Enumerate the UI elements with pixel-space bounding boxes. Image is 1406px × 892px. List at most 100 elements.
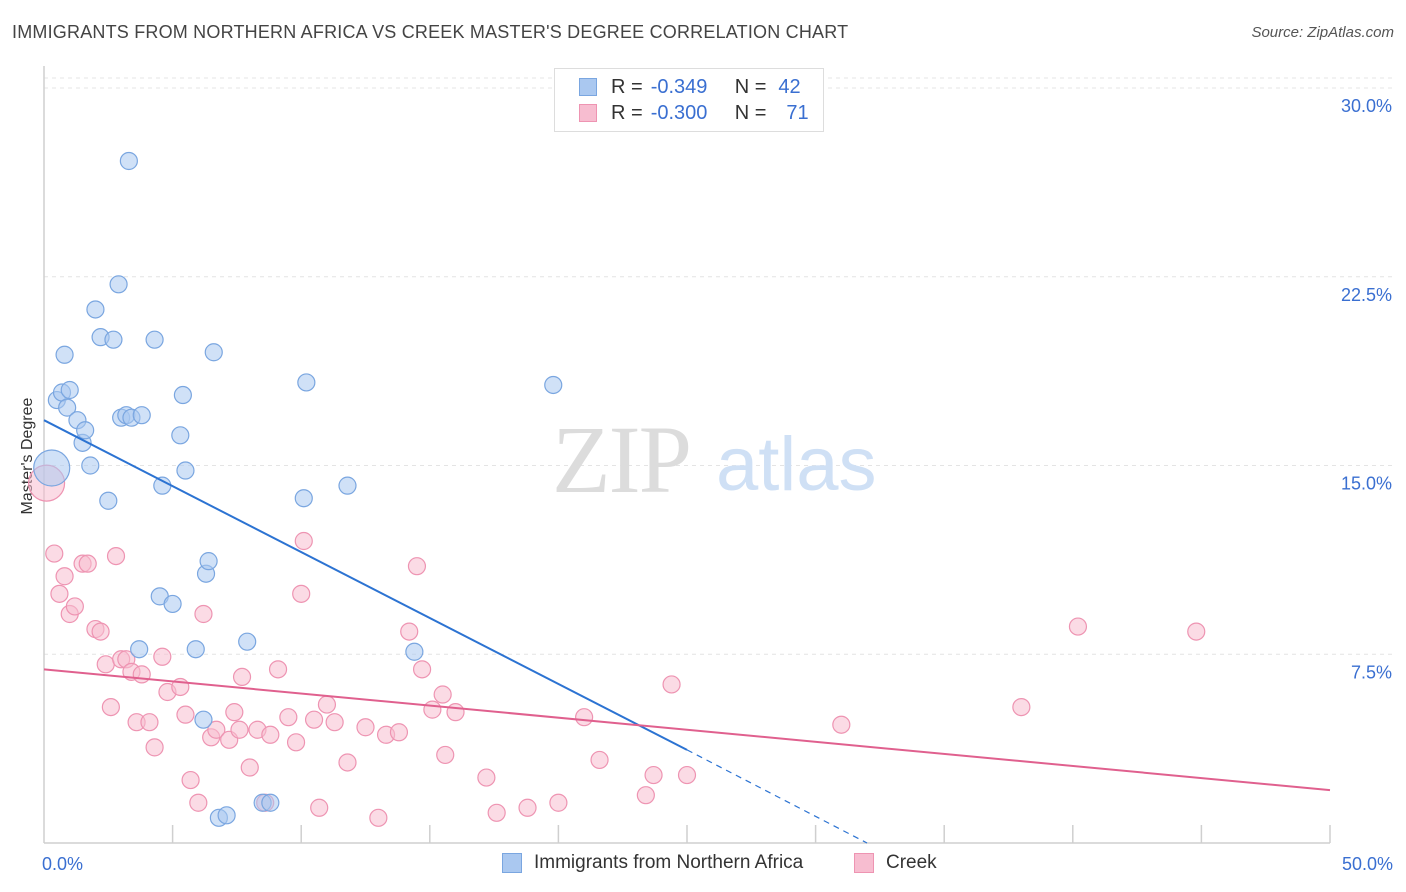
- blue-data-point: [132, 406, 151, 425]
- y-tick-label: 15.0%: [1341, 474, 1392, 494]
- blue-swatch-icon: [579, 78, 597, 96]
- blue-data-point: [173, 385, 192, 405]
- n-label: N =: [734, 101, 767, 124]
- pink-data-point: [446, 703, 465, 722]
- pink-data-point: [1068, 617, 1088, 636]
- stats-legend-row-pink: R = -0.300 N = 71: [579, 101, 809, 125]
- blue-data-point: [99, 491, 118, 510]
- pink-data-point: [55, 567, 74, 586]
- legend-label-immigrants: Immigrants from Northern Africa: [534, 852, 804, 873]
- pink-data-point: [292, 584, 311, 603]
- pink-data-point: [575, 708, 594, 727]
- blue-trend-extension: [686, 749, 868, 844]
- pink-data-point: [96, 655, 115, 674]
- r-value-blue: -0.349: [650, 75, 708, 98]
- pink-data-point: [317, 695, 337, 714]
- pink-trend-line: [43, 668, 1331, 792]
- blue-data-point: [171, 426, 190, 445]
- pink-data-point: [436, 745, 455, 765]
- pink-data-point: [518, 798, 537, 817]
- pink-data-point: [140, 713, 159, 732]
- y-tick-label: 30.0%: [1341, 96, 1392, 116]
- pink-data-point: [677, 765, 697, 785]
- pink-data-point: [304, 710, 324, 729]
- blue-data-point: [76, 421, 95, 440]
- pink-data-point: [636, 786, 655, 805]
- pink-data-point: [65, 597, 84, 616]
- blue-data-point: [153, 476, 172, 495]
- pink-swatch-icon: [579, 104, 597, 122]
- blue-swatch-icon: [502, 853, 522, 873]
- pink-data-point: [310, 798, 329, 817]
- y-tick-label: 22.5%: [1341, 285, 1392, 305]
- pink-data-point: [407, 557, 427, 576]
- pink-data-point: [338, 753, 357, 772]
- pink-data-point: [106, 546, 126, 566]
- blue-data-point: [163, 594, 182, 614]
- pink-data-point: [176, 705, 195, 724]
- pink-data-point: [549, 793, 568, 812]
- x-tick-label: 0.0%: [42, 854, 83, 874]
- r-value-pink: -0.300: [650, 101, 708, 124]
- pink-data-point: [832, 715, 851, 734]
- blue-data-point: [204, 343, 223, 362]
- pink-data-point: [189, 793, 208, 812]
- blue-data-point: [238, 632, 257, 651]
- pink-data-point: [487, 803, 506, 822]
- r-label: R =: [611, 75, 643, 98]
- n-label: N =: [734, 75, 767, 98]
- blue-data-point: [109, 275, 128, 294]
- pink-data-point: [590, 750, 609, 770]
- legend-label-creek: Creek: [886, 852, 937, 873]
- blue-data-point: [104, 330, 123, 349]
- pink-data-point: [325, 713, 344, 732]
- pink-data-point: [433, 685, 452, 704]
- pink-data-point: [78, 554, 97, 573]
- legend-item-creek: Creek: [854, 852, 937, 874]
- pink-data-point: [286, 733, 306, 752]
- pink-data-point: [279, 708, 298, 727]
- pink-data-point: [101, 697, 120, 717]
- n-value-blue: 42: [778, 75, 801, 98]
- blue-trend-line: [43, 419, 688, 751]
- chart-title: IMMIGRANTS FROM NORTHERN AFRICA VS CREEK…: [12, 22, 849, 42]
- blue-data-point: [186, 640, 205, 659]
- watermark-atlas: atlas: [716, 422, 877, 507]
- blue-data-point: [33, 449, 71, 487]
- blue-data-point: [86, 300, 105, 319]
- pink-data-point: [230, 720, 249, 739]
- pink-swatch-icon: [854, 853, 874, 873]
- pink-data-point: [145, 738, 164, 757]
- pink-data-point: [240, 758, 259, 777]
- pink-data-point: [1012, 697, 1031, 717]
- pink-data-point: [1187, 622, 1206, 641]
- pink-data-point: [45, 544, 64, 563]
- blue-data-point: [544, 375, 563, 395]
- legend-item-immigrants: Immigrants from Northern Africa: [502, 852, 803, 874]
- blue-data-point: [58, 398, 77, 417]
- blue-data-point: [261, 793, 280, 812]
- pink-data-point: [389, 723, 409, 742]
- pink-data-point: [207, 720, 226, 739]
- pink-data-point: [662, 675, 681, 694]
- pink-data-point: [644, 765, 663, 785]
- pink-data-point: [261, 725, 280, 744]
- blue-data-point: [119, 151, 138, 171]
- pink-data-point: [369, 808, 388, 827]
- blue-data-point: [81, 456, 100, 475]
- blue-data-point: [130, 640, 149, 659]
- pink-data-point: [132, 665, 151, 684]
- pink-data-point: [153, 647, 172, 666]
- pink-data-point: [225, 703, 244, 722]
- pink-data-point: [423, 700, 442, 719]
- blue-data-point: [217, 806, 236, 825]
- blue-data-point: [145, 330, 164, 349]
- x-tick-label: 50.0%: [1342, 854, 1393, 874]
- stats-legend-row-blue: R = -0.349 N = 42: [579, 75, 801, 99]
- pink-data-point: [268, 660, 288, 679]
- pink-data-point: [356, 718, 375, 737]
- blue-data-point: [294, 489, 313, 508]
- blue-data-point: [405, 642, 424, 661]
- source-label: Source: ZipAtlas.com: [1251, 24, 1394, 41]
